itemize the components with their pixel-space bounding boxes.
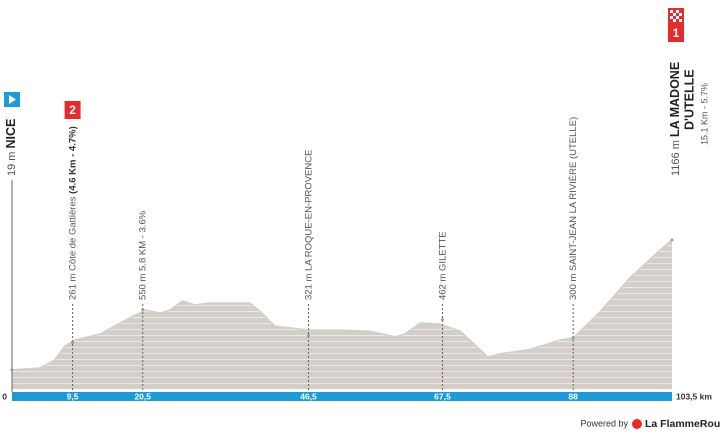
waypoint-point bbox=[10, 368, 14, 372]
elevation-label: 462 m bbox=[437, 274, 448, 300]
place-name: Côte de Gattières bbox=[67, 196, 78, 271]
waypoint-label: 261 m Côte de Gattières (4.6 Km - 4.7%) bbox=[67, 126, 78, 300]
climb-category: 2 bbox=[69, 103, 76, 117]
climb-badge bbox=[64, 101, 81, 119]
place-name: LA MADONE bbox=[668, 62, 682, 137]
start-arrow bbox=[9, 95, 16, 104]
waypoint-point bbox=[307, 334, 311, 338]
elevation-label: 321 m bbox=[303, 274, 314, 300]
elevation-label: 550 m bbox=[137, 274, 148, 300]
place-name: D'UTELLE bbox=[682, 69, 696, 130]
place-name: NICE bbox=[4, 119, 18, 149]
x-tick-label: 46,5 bbox=[300, 391, 317, 401]
powered-by: Powered by bbox=[580, 418, 628, 428]
profile-fill bbox=[12, 239, 672, 389]
brand-logo bbox=[632, 419, 642, 429]
waypoint-label: 19 m NICE bbox=[4, 119, 18, 176]
climb-badge bbox=[668, 24, 684, 42]
waypoint-label: 1166 m LA MADONE bbox=[668, 62, 682, 176]
x-tick-label: 0 bbox=[2, 391, 7, 401]
x-tick-label: 88 bbox=[568, 391, 578, 401]
x-tick-label: 9,5 bbox=[67, 391, 79, 401]
climb-detail: 15.1 Km - 5.7% bbox=[699, 83, 709, 145]
waypoint-label: 300 m SAINT-JEAN LA RIVIÈRE (UTELLE) bbox=[568, 117, 579, 300]
climb-category: 1 bbox=[673, 26, 680, 40]
x-tick-label: 103,5 km bbox=[676, 391, 712, 401]
place-name: SAINT-JEAN LA RIVIÈRE (UTELLE) bbox=[568, 117, 579, 271]
elevation-label: 19 m bbox=[6, 152, 18, 176]
waypoint-label: 462 m GILETTE bbox=[437, 231, 448, 300]
elevation-label: 261 m bbox=[67, 274, 78, 300]
waypoint-point bbox=[141, 308, 145, 312]
place-name: GILETTE bbox=[437, 231, 448, 271]
waypoint-label: 321 m LA ROQUE-EN-PROVENCE bbox=[303, 150, 314, 300]
place-name: 5.8 KM - 3.6% bbox=[137, 210, 148, 271]
profile-line bbox=[11, 239, 673, 371]
waypoint-point bbox=[571, 336, 575, 340]
brand: La FlammeRouge bbox=[645, 418, 720, 430]
elevation-label: 1166 m bbox=[670, 140, 682, 176]
waypoint-point bbox=[440, 318, 444, 322]
finish-flag bbox=[668, 8, 684, 24]
waypoint-point bbox=[71, 340, 75, 344]
place-name: LA ROQUE-EN-PROVENCE bbox=[303, 150, 314, 271]
distance-bar bbox=[12, 392, 672, 401]
climb-detail: (4.6 Km - 4.7%) bbox=[67, 126, 78, 194]
x-tick-label: 67,5 bbox=[434, 391, 451, 401]
waypoint-point bbox=[670, 238, 674, 242]
x-tick-label: 20,5 bbox=[134, 391, 151, 401]
elevation-label: 300 m bbox=[568, 274, 579, 300]
waypoint-label: 550 m 5.8 KM - 3.6% bbox=[137, 210, 148, 300]
